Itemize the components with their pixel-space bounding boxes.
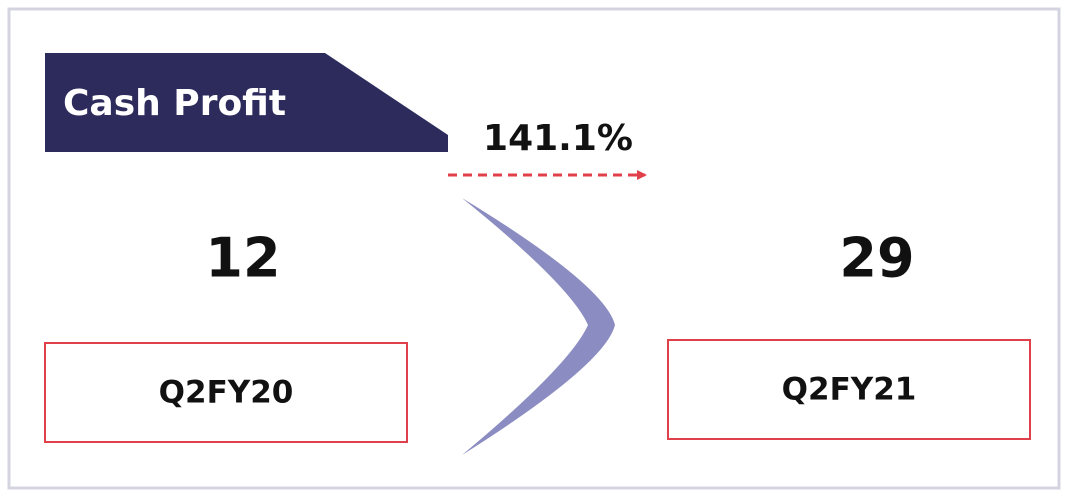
period-box	[667, 339, 1031, 440]
period-box	[44, 342, 408, 443]
period-value: 29	[839, 227, 914, 290]
period-label: Q2FY20	[159, 375, 294, 411]
period-label: Q2FY21	[782, 372, 917, 408]
title: Cash Profit	[63, 83, 286, 124]
period-value: 12	[205, 227, 280, 290]
chevron	[462, 198, 615, 455]
title-banner	[45, 53, 448, 152]
change-label: 141.1%	[483, 118, 633, 159]
